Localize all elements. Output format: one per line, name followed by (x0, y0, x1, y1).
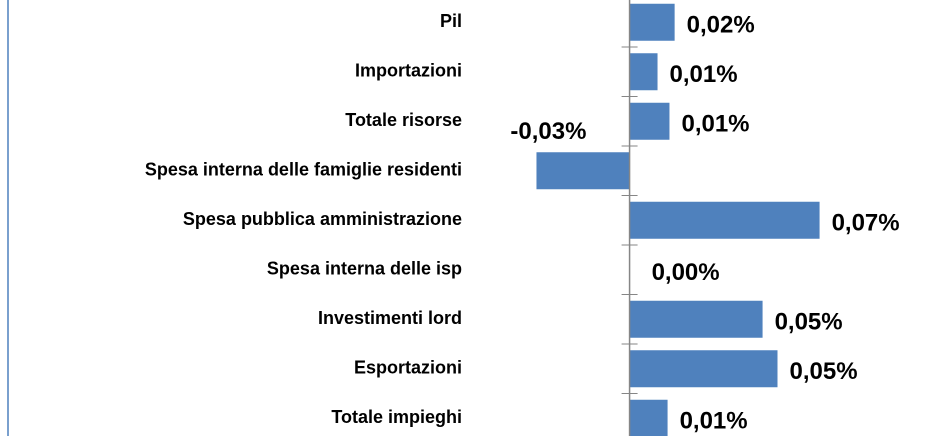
category-label: Spesa interna delle famiglie residenti (145, 160, 462, 180)
bar (629, 350, 778, 388)
bar (629, 399, 668, 436)
value-label: 0,00% (652, 259, 720, 286)
bar (629, 102, 670, 140)
category-label: Pil (440, 11, 462, 31)
category-label: Esportazioni (354, 358, 462, 378)
bar (629, 300, 763, 338)
category-label: Spesa interna delle isp (267, 259, 462, 279)
value-label: 0,05% (790, 358, 858, 385)
bar (629, 201, 820, 239)
category-label: Investimenti lord (318, 308, 462, 328)
category-label: Spesa pubblica amministrazione (183, 209, 462, 229)
value-label: 0,01% (670, 61, 738, 88)
bar (629, 53, 658, 91)
value-label: -0,03% (510, 118, 586, 145)
bar (536, 152, 630, 190)
bar (629, 3, 675, 41)
value-label: 0,07% (832, 210, 900, 237)
value-label: 0,02% (687, 12, 755, 39)
category-label: Totale risorse (345, 110, 462, 130)
value-label: 0,01% (680, 408, 748, 435)
value-label: 0,05% (775, 309, 843, 336)
value-label: 0,01% (681, 111, 749, 138)
category-label: Totale impieghi (331, 407, 462, 427)
category-label: Importazioni (355, 61, 462, 81)
